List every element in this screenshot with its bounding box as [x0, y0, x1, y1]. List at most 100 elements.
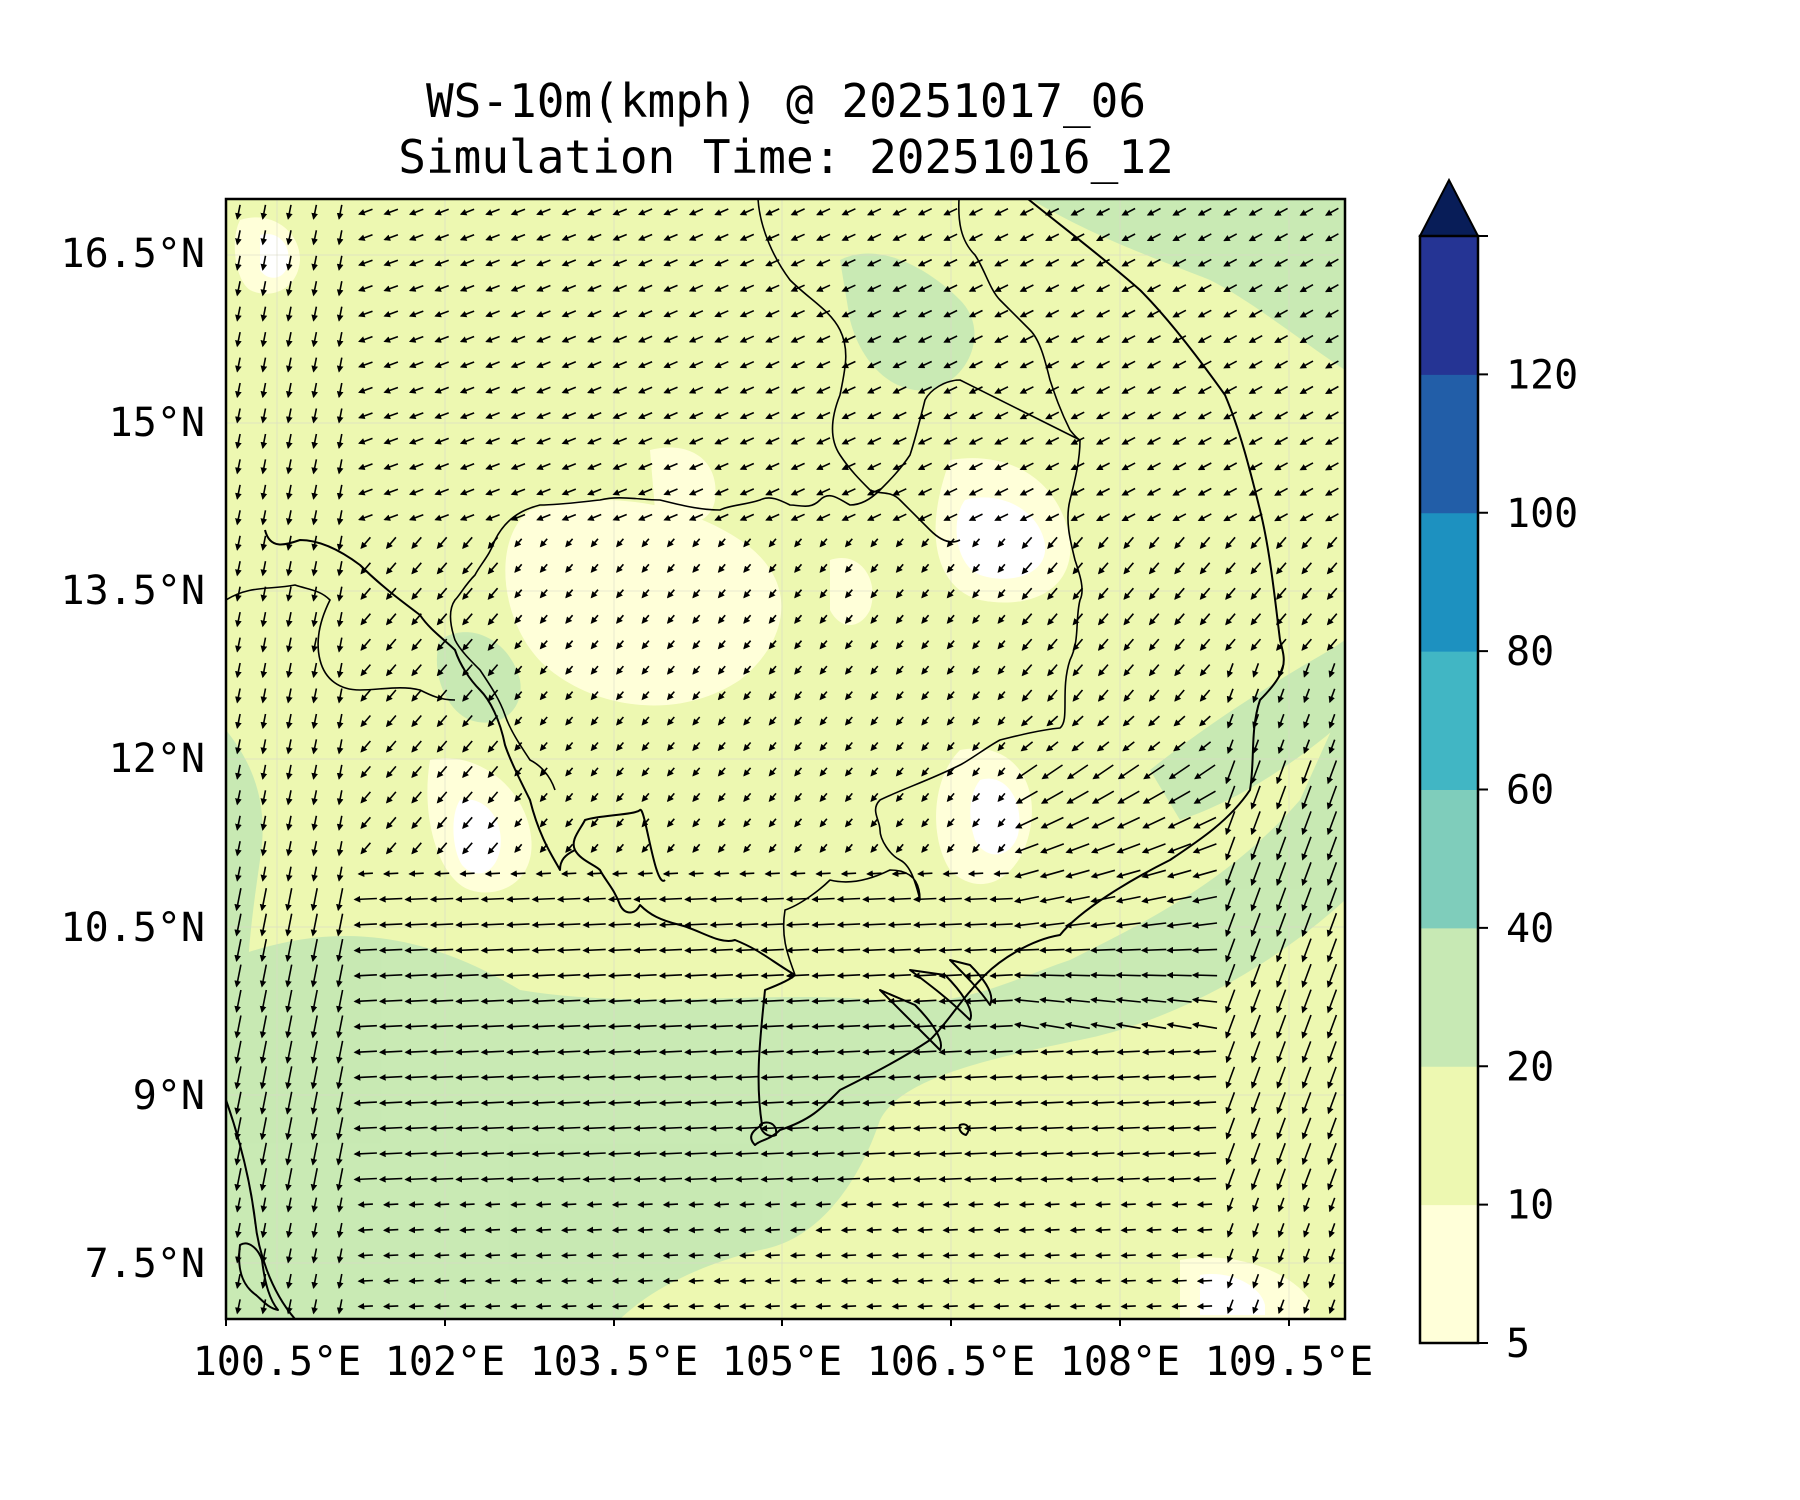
- x-tick-label: 105°E: [722, 1339, 842, 1385]
- wind-vector-arrow: [862, 972, 886, 979]
- wind-vector-arrow: [536, 310, 551, 318]
- wind-vector-arrow: [1121, 436, 1136, 445]
- wind-vector-arrow: [785, 972, 810, 979]
- wind-vector-arrow: [235, 230, 242, 246]
- wind-vector-arrow: [382, 1226, 399, 1234]
- wind-vector-arrow: [684, 1023, 708, 1030]
- wind-vector-arrow: [739, 208, 755, 216]
- wind-vector-arrow: [1299, 487, 1314, 496]
- wind-vector-arrow: [714, 437, 729, 445]
- wind-vector-arrow: [887, 895, 911, 903]
- wind-vector-arrow: [531, 1124, 555, 1132]
- wind-vector-arrow: [789, 870, 806, 877]
- wind-vector-arrow: [866, 386, 882, 394]
- wind-vector-arrow: [358, 463, 373, 471]
- wind-vector-arrow: [408, 361, 424, 369]
- wind-vector-arrow: [637, 208, 653, 216]
- wind-vector-arrow: [790, 233, 805, 241]
- wind-vector-arrow: [408, 1252, 424, 1259]
- wind-vector-arrow: [1070, 360, 1085, 369]
- wind-vector-arrow: [692, 563, 701, 573]
- wind-vector-arrow: [688, 1302, 704, 1310]
- wind-vector-arrow: [633, 921, 657, 929]
- wind-vector-arrow: [870, 538, 879, 548]
- wind-vector-arrow: [536, 284, 551, 292]
- wind-vector-arrow: [383, 259, 399, 267]
- wind-vector-arrow: [582, 1048, 606, 1056]
- wind-vector-arrow: [917, 233, 933, 241]
- wind-vector-arrow: [1021, 562, 1033, 575]
- wind-vector-arrow: [358, 234, 373, 241]
- wind-vector-arrow: [840, 1226, 857, 1234]
- wind-vector-arrow: [994, 258, 1009, 267]
- wind-vector-arrow: [612, 208, 628, 216]
- wind-vector-arrow: [658, 972, 683, 979]
- wind-vector-arrow: [913, 946, 937, 954]
- wind-vector-arrow: [1299, 436, 1314, 445]
- wind-vector-arrow: [561, 386, 577, 394]
- wind-vector-arrow: [459, 284, 475, 292]
- wind-vector-arrow: [434, 208, 449, 216]
- wind-vector-arrow: [1091, 1150, 1115, 1158]
- wind-vector-arrow: [943, 411, 958, 420]
- wind-vector-arrow: [383, 310, 399, 318]
- wind-vector-arrow: [336, 331, 344, 348]
- wind-vector-arrow: [480, 1124, 505, 1132]
- x-tick-label: 108°E: [1060, 1339, 1180, 1385]
- wind-vector-arrow: [506, 1175, 530, 1183]
- wind-vector-arrow: [311, 433, 318, 450]
- wind-vector-arrow: [866, 1226, 882, 1234]
- wind-vector-arrow: [582, 1023, 606, 1030]
- wind-vector-arrow: [943, 335, 958, 343]
- wind-vector-arrow: [816, 437, 831, 445]
- wind-vector-arrow: [913, 1150, 937, 1158]
- wind-vector-arrow: [1044, 1252, 1060, 1259]
- wind-vector-arrow: [285, 459, 293, 475]
- wind-vector-arrow: [459, 513, 475, 521]
- wind-vector-arrow: [404, 1175, 428, 1183]
- wind-vector-arrow: [997, 538, 1006, 548]
- wind-vector-arrow: [739, 870, 755, 877]
- wind-vector-arrow: [260, 561, 268, 577]
- wind-vector-arrow: [841, 309, 856, 318]
- wind-vector-arrow: [1140, 946, 1167, 954]
- wind-vector-arrow: [938, 1099, 962, 1107]
- wind-vector-arrow: [714, 411, 729, 420]
- wind-vector-arrow: [895, 563, 904, 573]
- wind-vector-arrow: [943, 462, 958, 471]
- wind-vector-arrow: [641, 538, 650, 548]
- wind-vector-arrow: [739, 513, 755, 521]
- x-tick-label: 102°E: [385, 1339, 505, 1385]
- wind-vector-arrow: [1248, 411, 1263, 420]
- wind-vector-arrow: [714, 310, 729, 318]
- wind-vector-arrow: [1145, 1226, 1162, 1234]
- wind-vector-arrow: [434, 386, 449, 394]
- wind-vector-arrow: [1070, 487, 1085, 496]
- colorbar-label: 20: [1506, 1044, 1554, 1090]
- wind-vector-arrow: [658, 1048, 683, 1056]
- wind-vector-arrow: [1197, 513, 1212, 522]
- wind-vector-arrow: [993, 1302, 1009, 1310]
- wind-vector-arrow: [1192, 1175, 1217, 1183]
- wind-vector-arrow: [260, 408, 268, 424]
- wind-vector-arrow: [994, 233, 1009, 241]
- wind-vector-arrow: [967, 1226, 984, 1234]
- x-tick-label: 109.5°E: [1205, 1339, 1374, 1385]
- wind-vector-arrow: [789, 1252, 806, 1259]
- wind-vector-arrow: [917, 258, 933, 267]
- wind-vector-arrow: [510, 513, 526, 521]
- wind-vector-arrow: [840, 870, 857, 877]
- wind-vector-arrow: [633, 895, 657, 903]
- wind-vector-arrow: [870, 563, 879, 573]
- y-tick-label: 10.5°N: [61, 905, 206, 951]
- wind-vector-arrow: [866, 233, 882, 241]
- wind-vector-arrow: [459, 870, 475, 877]
- wind-vector-arrow: [688, 335, 704, 343]
- wind-vector-arrow: [582, 1099, 606, 1107]
- wind-vector-arrow: [785, 1099, 810, 1107]
- wind-vector-arrow: [429, 1175, 454, 1183]
- wind-vector-arrow: [739, 1201, 755, 1208]
- wind-vector-arrow: [713, 1226, 729, 1234]
- wind-vector-arrow: [815, 1302, 831, 1310]
- wind-vector-arrow: [514, 538, 523, 548]
